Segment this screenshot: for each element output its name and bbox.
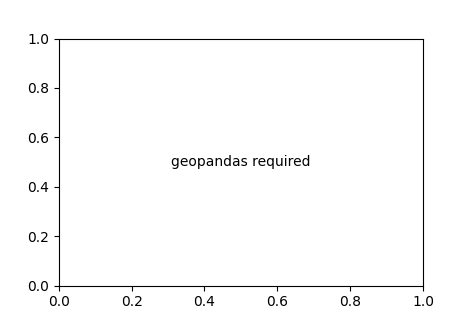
Text: geopandas required: geopandas required bbox=[171, 155, 311, 169]
